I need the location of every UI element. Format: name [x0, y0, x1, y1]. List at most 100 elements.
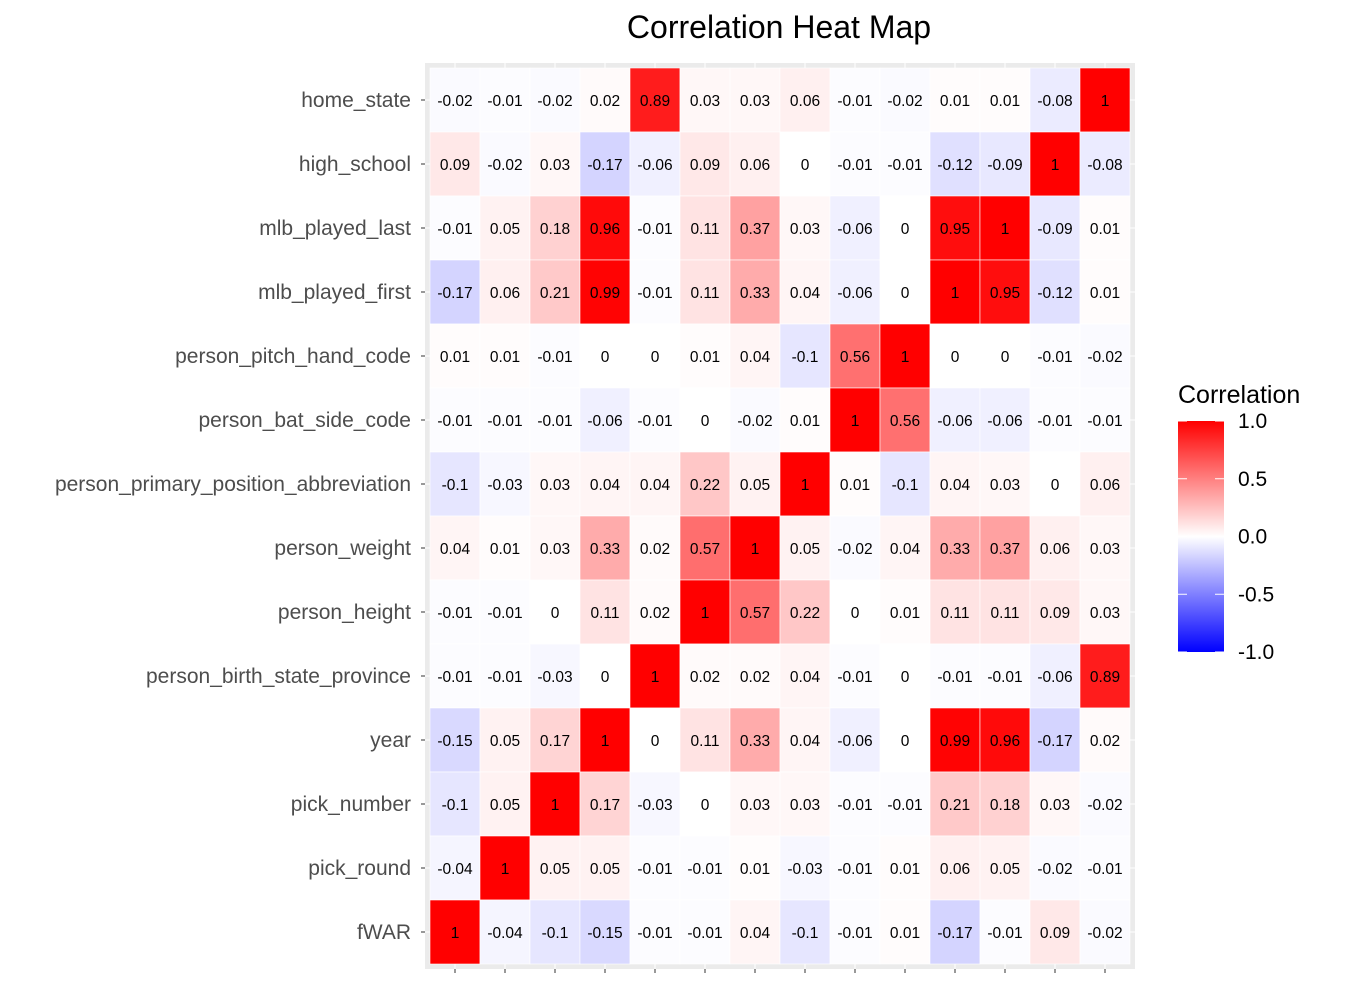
heatmap-cell: [1029, 195, 1081, 261]
cell-value-label: 1: [651, 669, 660, 686]
heatmap-cell: [1079, 195, 1131, 261]
heatmap-cell: [929, 707, 981, 773]
heatmap-cell: [779, 899, 831, 965]
cell-value-label: 0.33: [590, 541, 620, 558]
chart-title: Correlation Heat Map: [627, 9, 931, 45]
cell-value-label: -0.09: [987, 157, 1022, 174]
heatmap-cell: [629, 387, 681, 453]
heatmap-cell: [979, 899, 1031, 965]
cell-value-label: -0.01: [687, 925, 722, 942]
cell-value-label: 0.01: [890, 861, 920, 878]
heatmap-cell: [829, 387, 881, 453]
cell-value-label: 0.03: [540, 477, 570, 494]
legend-title: Correlation: [1178, 381, 1300, 409]
cell-value-label: 0.04: [940, 477, 971, 494]
cell-value-label: 0.01: [490, 349, 520, 366]
cell-value-label: 0.18: [540, 221, 570, 238]
heatmap-cell: [729, 899, 781, 965]
cell-value-label: -0.06: [837, 733, 872, 750]
cell-value-label: 0.03: [690, 93, 720, 110]
cell-value-label: 1: [601, 733, 610, 750]
cell-value-label: -0.03: [487, 477, 522, 494]
heatmap-cell: [629, 899, 681, 965]
heatmap-cell: [829, 323, 881, 389]
cell-value-labels: -0.02 -0.01 -0.02 0.02 0.89 0.03 0.03 0.06 -0.01…: [437, 93, 1122, 942]
heatmap-cell: [429, 67, 481, 133]
cell-value-label: -0.15: [587, 925, 622, 942]
heatmap-cell: [779, 707, 831, 773]
cell-value-label: -0.02: [1037, 861, 1072, 878]
heatmap-cell: [879, 131, 931, 197]
heatmap-cell: [829, 579, 881, 645]
cell-value-label: -0.01: [887, 797, 922, 814]
heatmap-cell: [779, 195, 831, 261]
heatmap-cell: [579, 195, 631, 261]
cell-value-label: 0.04: [640, 477, 671, 494]
cell-value-label: 0.96: [990, 733, 1020, 750]
cell-value-label: -0.01: [837, 797, 872, 814]
heatmap-cell: [429, 579, 481, 645]
cell-value-label: 0.06: [740, 157, 770, 174]
heatmap-cell: [1079, 899, 1131, 965]
heatmap-cell: [629, 195, 681, 261]
heatmap-cell: [879, 195, 931, 261]
heatmap-cell: [579, 835, 631, 901]
cell-value-label: 0.05: [790, 541, 820, 558]
cell-value-label: 0.03: [740, 93, 770, 110]
heatmap-cell: [679, 515, 731, 581]
heatmap-cell: [1079, 515, 1131, 581]
cell-value-label: 0.95: [940, 221, 970, 238]
cell-value-label: 1: [951, 285, 960, 302]
cell-value-label: 0.03: [790, 221, 820, 238]
cell-value-label: 0.02: [590, 93, 620, 110]
cell-value-label: -0.02: [487, 157, 522, 174]
heatmap-cell: [629, 515, 681, 581]
cell-value-label: 0.21: [540, 285, 570, 302]
cell-value-label: -0.06: [1037, 669, 1072, 686]
cell-value-label: 0.11: [690, 221, 719, 238]
heatmap-cell: [1029, 387, 1081, 453]
heatmap-cell: [729, 579, 781, 645]
cell-value-label: 0.02: [690, 669, 720, 686]
heatmap-cell: [879, 771, 931, 837]
heatmap-cell: [529, 515, 581, 581]
cell-value-label: -0.06: [937, 413, 972, 430]
legend-tick-label: 0.0: [1238, 526, 1267, 549]
heatmap-cell: [729, 835, 781, 901]
cell-value-label: 0: [1001, 349, 1010, 366]
cell-value-label: 0.01: [890, 605, 920, 622]
heatmap-cell: [879, 67, 931, 133]
cell-value-label: 0.04: [790, 669, 821, 686]
heatmap-cell: [1079, 451, 1131, 517]
heatmap-cell: [579, 67, 631, 133]
cell-value-label: -0.01: [1087, 861, 1122, 878]
heatmap-cell: [679, 259, 731, 325]
y-axis-tick-label: pick_number: [291, 793, 411, 816]
heatmap-cell: [979, 195, 1031, 261]
heatmap-cell: [1079, 323, 1131, 389]
heatmap-cell: [1029, 323, 1081, 389]
heatmap-cell: [1029, 67, 1081, 133]
heatmap-cell: [579, 707, 631, 773]
heatmap-cell: [479, 515, 531, 581]
cell-value-label: 1: [1051, 157, 1060, 174]
cell-value-label: -0.03: [537, 669, 572, 686]
cell-value-label: 0.01: [790, 413, 820, 430]
heatmap-cell: [629, 835, 681, 901]
cell-value-label: 0.96: [590, 221, 620, 238]
cell-value-label: 1: [1101, 93, 1110, 110]
heatmap-cell: [929, 643, 981, 709]
heatmap-cell: [779, 387, 831, 453]
heatmap-cell: [979, 259, 1031, 325]
cell-value-label: -0.02: [737, 413, 772, 430]
cell-value-label: -0.01: [637, 861, 672, 878]
cell-value-label: -0.09: [1037, 221, 1072, 238]
cell-value-label: -0.04: [487, 925, 523, 942]
cell-value-label: -0.17: [587, 157, 622, 174]
heatmap-cell: [829, 707, 881, 773]
heatmap-cell: [679, 835, 731, 901]
heatmap-cell: [529, 771, 581, 837]
cell-value-label: 0.03: [990, 477, 1020, 494]
cell-value-label: 1: [801, 477, 810, 494]
heatmap-cell: [679, 899, 731, 965]
